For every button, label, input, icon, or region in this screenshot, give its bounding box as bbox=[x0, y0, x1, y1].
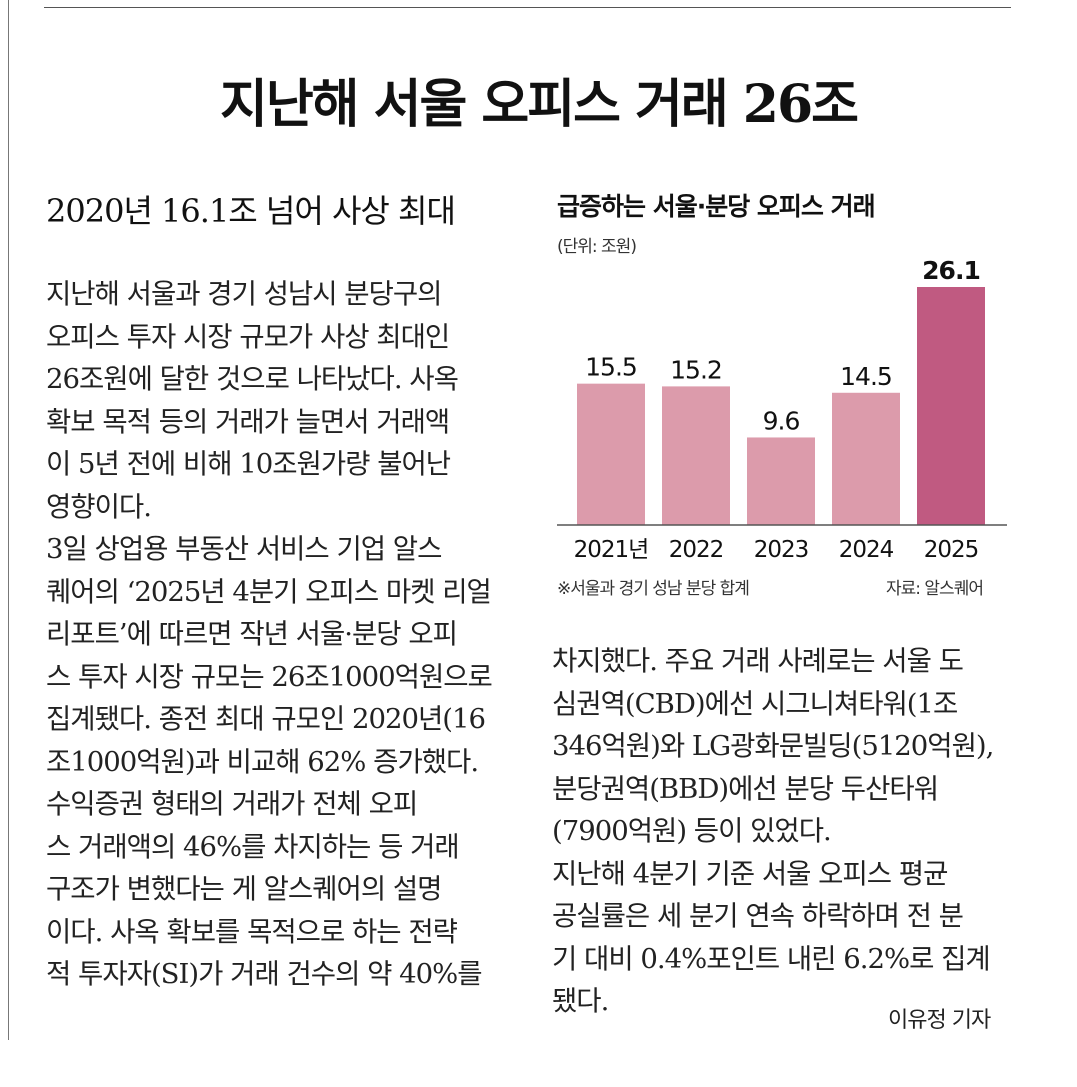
text-line: 구조가 변했다는 게 알스퀘어의 설명 bbox=[46, 873, 442, 905]
top-border-rule bbox=[44, 7, 1011, 8]
bar-chart: 15.5 2021년 15.2 2022 9.6 2023 14.5 2024 26.1 2025 bbox=[557, 256, 1007, 563]
text-line: 리포트’에 따르면 작년 서울·분당 오피 bbox=[46, 618, 458, 650]
right-column-text: 차지했다. 주요 거래 사례로는 서울 도 심권역(CBD)에선 시그니쳐타워(… bbox=[552, 640, 1012, 1023]
text-line: 이 5년 전에 비해 10조원가량 불어난 bbox=[46, 448, 451, 480]
text-line: 차지했다. 주요 거래 사례로는 서울 도 bbox=[552, 645, 964, 677]
text-line: 영향이다. bbox=[46, 490, 152, 523]
text-line: 3일 상업용 부동산 서비스 기업 알스 bbox=[46, 533, 442, 565]
bar-2024 bbox=[832, 392, 900, 525]
text-line: 스 투자 시장 규모는 26조1000억원으로 bbox=[46, 660, 493, 693]
bar-value-label: 15.5 bbox=[585, 353, 637, 382]
byline: 이유정 기자 bbox=[888, 1008, 991, 1033]
chart-unit: (단위: 조원) bbox=[557, 237, 637, 257]
text-line: 됐다. bbox=[552, 985, 609, 1017]
text-line: 집계됐다. 종전 최대 규모인 2020년(16 bbox=[46, 703, 486, 735]
subheadline: 2020년 16.1조 넘어 사상 최대 bbox=[46, 192, 456, 230]
x-tick-label: 2023 bbox=[754, 537, 809, 563]
text-line: (7900억원) 등이 있었다. bbox=[552, 815, 832, 847]
text-line: 공실률은 세 분기 연속 하락하며 전 분 bbox=[552, 900, 964, 932]
text-line: 이다. 사옥 확보를 목적으로 하는 전략 bbox=[46, 915, 458, 948]
text-line: 확보 목적 등의 거래가 늘면서 거래액 bbox=[46, 405, 450, 438]
bar-2025 bbox=[917, 287, 985, 525]
bar-2021년 bbox=[577, 383, 645, 525]
bar-value-label: 15.2 bbox=[670, 355, 722, 384]
bar-2022 bbox=[662, 386, 730, 525]
chart-title: 급증하는 서울·분당 오피스 거래 bbox=[557, 192, 876, 221]
text-line: 퀘어의 ‘2025년 4분기 오피스 마켓 리얼 bbox=[46, 575, 492, 608]
text-line: 지난해 4분기 기준 서울 오피스 평균 bbox=[552, 857, 948, 890]
left-column-text: 지난해 서울과 경기 성남시 분당구의 오피스 투자 시장 규모가 사상 최대인… bbox=[46, 273, 506, 996]
text-line: 스 거래액의 46%를 차지하는 등 거래 bbox=[46, 830, 460, 863]
x-tick-label: 2022 bbox=[669, 537, 724, 563]
text-line: 조1000억원)과 비교해 62% 증가했다. bbox=[46, 745, 479, 778]
bar-value-label: 9.6 bbox=[763, 406, 800, 435]
bar-2023 bbox=[747, 437, 815, 525]
text-line: 기 대비 0.4%포인트 내린 6.2%로 집계 bbox=[552, 942, 991, 975]
headline: 지난해 서울 오피스 거래 26조 bbox=[219, 74, 859, 135]
chart-note: ※서울과 경기 성남 분당 합계 bbox=[557, 579, 750, 599]
text-line: 오피스 투자 시장 규모가 사상 최대인 bbox=[46, 320, 450, 353]
text-line: 지난해 서울과 경기 성남시 분당구의 bbox=[46, 278, 442, 310]
text-line: 적 투자자(SI)가 거래 건수의 약 40%를 bbox=[46, 958, 483, 990]
text-line: 26조원에 달한 것으로 나타났다. 사옥 bbox=[46, 363, 459, 395]
x-tick-label: 2021년 bbox=[574, 537, 649, 563]
chart-source: 자료: 알스퀘어 bbox=[886, 579, 984, 599]
text-line: 수익증권 형태의 거래가 전체 오피 bbox=[46, 788, 418, 820]
bar-value-label: 14.5 bbox=[840, 362, 892, 391]
bar-value-label: 26.1 bbox=[922, 256, 980, 285]
text-line: 346억원)와 LG광화문빌딩(5120억원), bbox=[552, 730, 994, 762]
x-tick-label: 2025 bbox=[924, 537, 979, 563]
x-tick-label: 2024 bbox=[839, 537, 894, 563]
text-line: 분당권역(BBD)에선 분당 두산타워 bbox=[552, 772, 939, 805]
left-border-rule bbox=[8, 0, 9, 1040]
text-line: 심권역(CBD)에선 시그니쳐타워(1조 bbox=[552, 687, 958, 720]
